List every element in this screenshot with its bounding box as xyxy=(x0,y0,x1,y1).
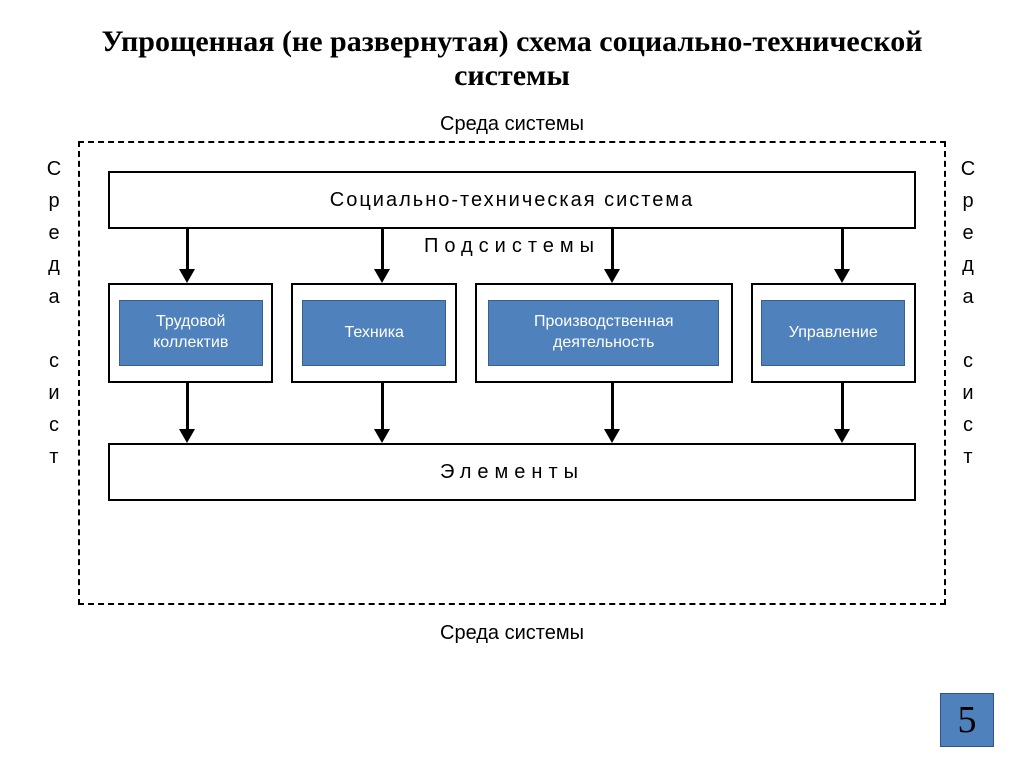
subsystem-label: Техника xyxy=(302,300,446,365)
subsystem-label: Трудовой коллектив xyxy=(119,300,263,365)
subsystem-box: Техника xyxy=(291,283,456,383)
diagram: Среда системы Среда системы Среда сист С… xyxy=(52,123,972,603)
subsystems-row: Трудовой коллектив Техника Производственна… xyxy=(108,283,916,383)
env-label-top: Среда системы xyxy=(52,113,972,136)
subsystem-box: Трудовой коллектив xyxy=(108,283,273,383)
subsystem-label: Производственная деятельность xyxy=(488,300,719,365)
env-label-bottom: Среда системы xyxy=(52,622,972,645)
env-label-right: Среда сист xyxy=(960,153,978,473)
main-system-box: Социально-техническая система xyxy=(108,171,916,229)
env-label-left: Среда сист xyxy=(46,153,64,473)
subsystem-box: Управление xyxy=(751,283,916,383)
subsystem-label: Управление xyxy=(761,300,905,365)
subsystem-box: Производственная деятельность xyxy=(475,283,733,383)
page-title: Упрощенная (не развернутая) схема социал… xyxy=(0,0,1024,103)
subsystems-label: Подсистемы xyxy=(52,235,972,258)
page-number-badge: 5 xyxy=(940,693,994,747)
elements-box: Элементы xyxy=(108,443,916,501)
